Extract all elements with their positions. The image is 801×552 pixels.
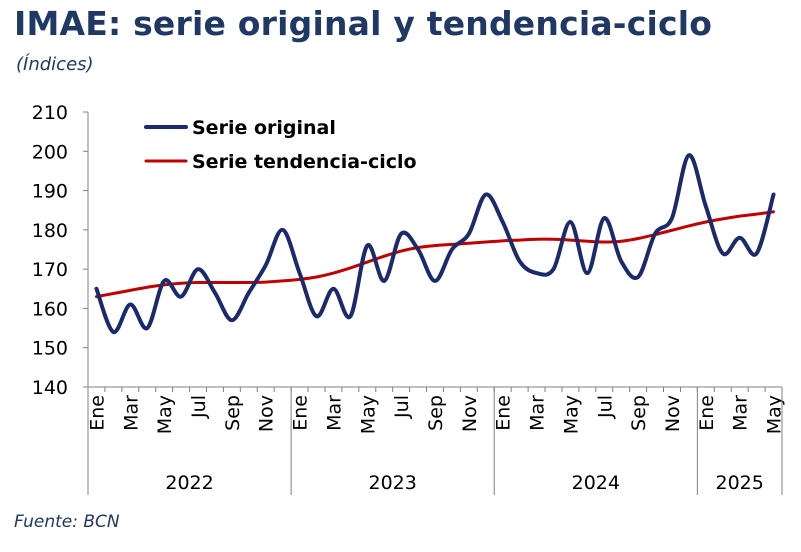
x-tick-label: May [357, 395, 379, 434]
x-tick-label: May [154, 395, 176, 434]
year-label: 2025 [716, 472, 764, 494]
x-tick-label: Ene [493, 395, 515, 431]
x-tick-label: Sep [425, 395, 447, 431]
y-tick-label: 170 [32, 259, 68, 281]
legend-item-tendencia-ciclo-label: Serie tendencia-ciclo [192, 151, 417, 173]
legend-item-original-label: Serie original [192, 117, 336, 139]
y-tick-label: 150 [32, 338, 68, 360]
x-tick-label: Mar [730, 395, 752, 431]
y-tick-label: 160 [32, 298, 68, 320]
x-tick-label: Ene [86, 395, 108, 431]
y-tick-label: 200 [32, 141, 68, 163]
y-tick-label: 210 [32, 102, 68, 124]
x-tick-label: Sep [628, 395, 650, 431]
chart-legend: Serie original Serie tendencia-ciclo [144, 117, 417, 173]
chart-title: IMAE: serie original y tendencia-ciclo [14, 4, 713, 43]
year-label: 2022 [165, 472, 213, 494]
y-tick-label: 180 [32, 220, 68, 242]
x-tick-label: Ene [696, 395, 718, 431]
x-tick-label: Nov [459, 395, 481, 432]
x-tick-label: Jul [188, 395, 210, 419]
series-line-original [94, 153, 776, 334]
x-tick-label: May [560, 395, 582, 434]
series-line-tendencia-ciclo [94, 210, 776, 299]
x-tick-label: Jul [594, 395, 616, 419]
x-tick-label: Nov [662, 395, 684, 432]
x-tick-label: Mar [120, 395, 142, 431]
x-tick-label: May [764, 395, 786, 434]
year-label: 2023 [369, 472, 417, 494]
x-tick-label: Jul [391, 395, 413, 419]
chart-subtitle: (Índices) [16, 54, 94, 75]
x-tick-label: Nov [256, 395, 278, 432]
year-label: 2024 [572, 472, 620, 494]
y-tick-label: 140 [32, 377, 68, 399]
x-tick-label: Ene [290, 395, 312, 431]
source-note: Fuente: BCN [14, 512, 120, 532]
y-tick-label: 190 [32, 181, 68, 203]
x-tick-label: Sep [222, 395, 244, 431]
x-tick-label: Mar [527, 395, 549, 431]
x-tick-label: Mar [323, 395, 345, 431]
